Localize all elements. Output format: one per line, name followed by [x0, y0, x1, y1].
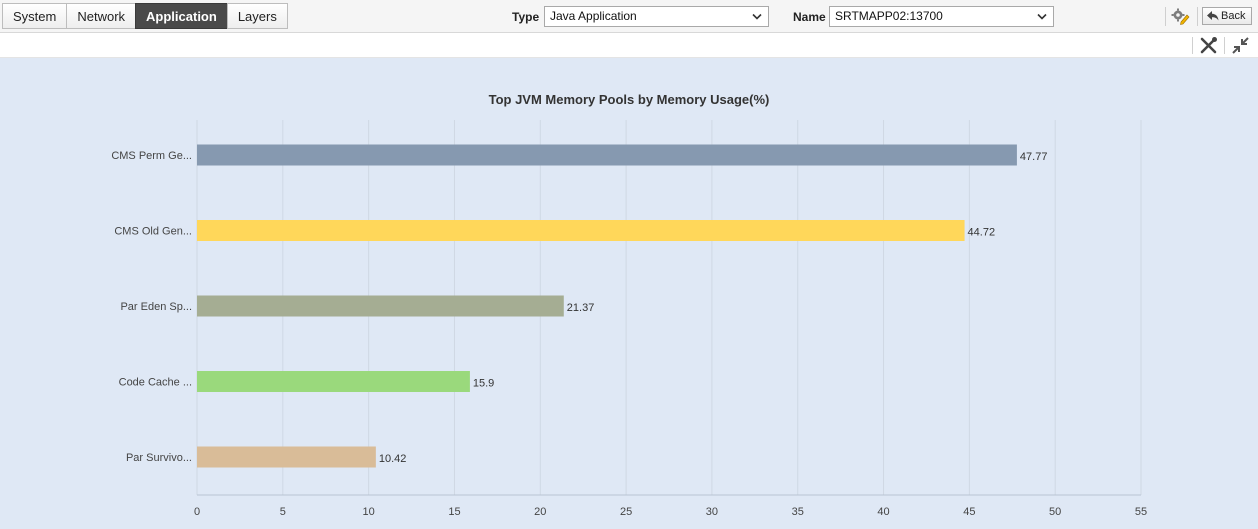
- bar-chart: CMS Perm Ge... 47.77 CMS Old Gen... 44.72 Pa…: [111, 120, 1147, 518]
- toolbar-divider: [1165, 7, 1166, 26]
- x-tick-label: 35: [792, 506, 804, 518]
- chart-title: Top JVM Memory Pools by Memory Usage(%): [488, 92, 770, 107]
- x-tick-label: 0: [194, 506, 200, 518]
- chevron-down-icon: [752, 13, 762, 20]
- bar[interactable]: [197, 371, 470, 392]
- x-tick-label: 40: [877, 506, 889, 518]
- x-tick-label: 30: [706, 506, 718, 518]
- x-tick-label: 25: [620, 506, 632, 518]
- chart-toolbar: [0, 33, 1258, 58]
- bar-value-label: 47.77: [1020, 151, 1048, 163]
- x-tick-label: 50: [1049, 506, 1061, 518]
- top-toolbar: System Network Application Layers Type J…: [0, 0, 1258, 33]
- chevron-down-icon: [1037, 13, 1047, 20]
- category-label: CMS Perm Ge...: [111, 150, 192, 162]
- x-tick-label: 45: [963, 506, 975, 518]
- type-select-value: Java Application: [550, 9, 637, 23]
- toolbar-divider: [1192, 37, 1193, 54]
- x-tick-label: 15: [448, 506, 460, 518]
- collapse-icon[interactable]: [1231, 36, 1250, 55]
- bar[interactable]: [197, 220, 965, 241]
- name-select[interactable]: SRTMAPP02:13700: [829, 6, 1054, 27]
- back-arrow-icon: [1207, 11, 1219, 21]
- tab-network[interactable]: Network: [66, 3, 137, 29]
- tab-layers[interactable]: Layers: [226, 3, 288, 29]
- bar-value-label: 44.72: [968, 227, 996, 239]
- category-label: Par Survivo...: [126, 452, 192, 464]
- chart-x-axis: 0 5 10 15 20 25 30 35 40 45 50 55: [194, 494, 1147, 518]
- category-label: Par Eden Sp...: [120, 301, 192, 313]
- x-tick-label: 55: [1135, 506, 1147, 518]
- x-tick-label: 20: [534, 506, 546, 518]
- name-select-value: SRTMAPP02:13700: [835, 9, 943, 23]
- bar[interactable]: [197, 446, 376, 468]
- toolbar-divider: [1224, 37, 1225, 54]
- gear-pencil-icon[interactable]: [1170, 7, 1190, 25]
- bar-value-label: 21.37: [567, 302, 595, 314]
- bar-value-label: 10.42: [379, 453, 407, 465]
- category-label: CMS Old Gen...: [114, 226, 192, 238]
- name-label: Name: [793, 10, 826, 24]
- bar-value-label: 15.9: [473, 378, 494, 390]
- toolbar-divider: [1197, 7, 1198, 26]
- category-label: Code Cache ...: [119, 377, 192, 389]
- tab-application[interactable]: Application: [135, 3, 228, 29]
- tools-icon[interactable]: [1199, 36, 1218, 55]
- x-tick-label: 5: [280, 506, 286, 518]
- bar[interactable]: [197, 295, 564, 317]
- view-tabs: System Network Application Layers: [2, 3, 288, 29]
- tab-system[interactable]: System: [2, 3, 68, 29]
- chart-bars: CMS Perm Ge... 47.77 CMS Old Gen... 44.72 Pa…: [111, 144, 1048, 468]
- type-label: Type: [512, 10, 540, 24]
- back-button[interactable]: Back: [1202, 7, 1252, 25]
- type-select[interactable]: Java Application: [544, 6, 769, 27]
- bar[interactable]: [197, 144, 1017, 166]
- x-tick-label: 10: [363, 506, 375, 518]
- back-button-label: Back: [1221, 10, 1246, 22]
